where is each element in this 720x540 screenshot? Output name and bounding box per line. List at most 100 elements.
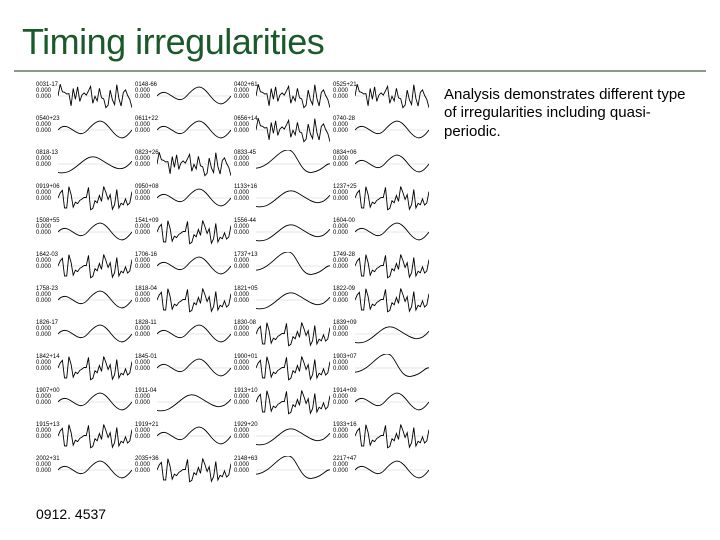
body-paragraph: Analysis demonstrates different type of … [444, 86, 694, 141]
residual-panel: 0834+06 0.000 0.000 [333, 150, 432, 184]
residual-panel: 1826-17 0.000 0.000 [36, 320, 135, 354]
residual-panel: 0402+61 0.000 0.000 [234, 82, 333, 116]
residual-curve [58, 252, 132, 280]
residual-panel: 1911-04 0.000 0.000 [135, 388, 234, 422]
residual-panel: 1541+09 0.000 0.000 [135, 218, 234, 252]
panel-id-label: 0740-28 0.000 0.000 [333, 116, 355, 134]
residual-panel: 1830-08 0.000 0.000 [234, 320, 333, 354]
residual-curve [58, 388, 132, 416]
residual-panel: 1933+16 0.000 0.000 [333, 422, 432, 456]
residual-curve [256, 388, 330, 416]
panel-id-label: 1706-16 0.000 0.000 [135, 252, 157, 270]
residual-curve [355, 184, 429, 212]
title-bar: Timing irregularities [14, 14, 706, 72]
residual-panel: 0525+21 0.000 0.000 [333, 82, 432, 116]
residual-curve [157, 252, 231, 280]
panel-id-label: 1556-44 0.000 0.000 [234, 218, 256, 236]
residual-panel: 1845-01 0.000 0.000 [135, 354, 234, 388]
panel-id-label: 1508+55 0.000 0.000 [36, 218, 60, 236]
residual-curve [355, 116, 429, 144]
residual-panel: 1556-44 0.000 0.000 [234, 218, 333, 252]
residual-curve [355, 150, 429, 178]
residual-panel: 0919+06 0.000 0.000 [36, 184, 135, 218]
panel-id-label: 0823+26 0.000 0.000 [135, 150, 159, 168]
panel-id-label: 1845-01 0.000 0.000 [135, 354, 157, 372]
residual-panel: 2002+31 0.000 0.000 [36, 456, 135, 490]
residual-curve [256, 422, 330, 450]
panel-id-label: 1828-11 0.000 0.000 [135, 320, 157, 338]
panel-id-label: 1821+05 0.000 0.000 [234, 286, 258, 304]
panel-id-label: 1822-09 0.000 0.000 [333, 286, 355, 304]
residual-curve [157, 286, 231, 314]
residual-panel: 1133+16 0.000 0.000 [234, 184, 333, 218]
timing-residuals-figure: 0031-17 0.000 0.000 0148-66 0.000 0.000 04… [36, 82, 434, 500]
residual-curve [355, 456, 429, 484]
panel-id-label: 0834+06 0.000 0.000 [333, 150, 357, 168]
residual-curve [256, 252, 330, 280]
residual-panel: 0740-28 0.000 0.000 [333, 116, 432, 150]
residual-panel: 0823+26 0.000 0.000 [135, 150, 234, 184]
slide-title: Timing irregularities [22, 21, 324, 63]
residual-curve [58, 218, 132, 246]
panel-id-label: 1604-00 0.000 0.000 [333, 218, 355, 236]
panel-id-label: 0402+61 0.000 0.000 [234, 82, 258, 100]
panel-id-label: 1839+09 0.000 0.000 [333, 320, 357, 338]
residual-curve [355, 286, 429, 314]
residual-panel: 0148-66 0.000 0.000 [135, 82, 234, 116]
panel-id-label: 0148-66 0.000 0.000 [135, 82, 157, 100]
arxiv-ref: 0912. 4537 [36, 506, 106, 522]
residual-panel: 1508+55 0.000 0.000 [36, 218, 135, 252]
residual-curve [355, 422, 429, 450]
panel-id-label: 1737+13 0.000 0.000 [234, 252, 258, 270]
residual-curve [58, 184, 132, 212]
residual-panel: 1737+13 0.000 0.000 [234, 252, 333, 286]
residual-curve [157, 184, 231, 212]
panel-id-label: 2002+31 0.000 0.000 [36, 456, 60, 474]
residual-curve [355, 320, 429, 348]
panel-id-label: 1842+14 0.000 0.000 [36, 354, 60, 372]
residual-panel: 1749-28 0.000 0.000 [333, 252, 432, 286]
panel-id-label: 1900+01 0.000 0.000 [234, 354, 258, 372]
residual-panel: 1842+14 0.000 0.000 [36, 354, 135, 388]
residual-curve [355, 82, 429, 110]
residual-curve [58, 286, 132, 314]
residual-panel: 1919+21 0.000 0.000 [135, 422, 234, 456]
residual-panel: 0656+14 0.000 0.000 [234, 116, 333, 150]
panel-id-label: 1914+09 0.000 0.000 [333, 388, 357, 406]
residual-curve [157, 388, 231, 416]
panel-id-label: 1826-17 0.000 0.000 [36, 320, 58, 338]
panel-id-label: 1749-28 0.000 0.000 [333, 252, 355, 270]
residual-panel: 1237+25 0.000 0.000 [333, 184, 432, 218]
residual-curve [256, 286, 330, 314]
residual-curve [256, 184, 330, 212]
residual-panel: 0950+08 0.000 0.000 [135, 184, 234, 218]
residual-panel: 1818-04 0.000 0.000 [135, 286, 234, 320]
panel-id-label: 0919+06 0.000 0.000 [36, 184, 60, 202]
residual-panel: 0540+23 0.000 0.000 [36, 116, 135, 150]
residual-panel: 1821+05 0.000 0.000 [234, 286, 333, 320]
residual-panel: 1822-09 0.000 0.000 [333, 286, 432, 320]
residual-curve [157, 116, 231, 144]
residual-panel: 1903+07 0.000 0.000 [333, 354, 432, 388]
panel-id-label: 0818-13 0.000 0.000 [36, 150, 58, 168]
panel-id-label: 1915+13 0.000 0.000 [36, 422, 60, 440]
residual-curve [256, 354, 330, 382]
residual-panel: 1642-03 0.000 0.000 [36, 252, 135, 286]
residual-panel: 1828-11 0.000 0.000 [135, 320, 234, 354]
residual-curve [355, 252, 429, 280]
panel-id-label: 1929+20 0.000 0.000 [234, 422, 258, 440]
panel-id-label: 0031-17 0.000 0.000 [36, 82, 58, 100]
panel-id-label: 2035+36 0.000 0.000 [135, 456, 159, 474]
residual-curve [58, 456, 132, 484]
panel-id-label: 1919+21 0.000 0.000 [135, 422, 159, 440]
residual-panel: 2035+36 0.000 0.000 [135, 456, 234, 490]
residual-panel: 1839+09 0.000 0.000 [333, 320, 432, 354]
panel-id-label: 2148+63 0.000 0.000 [234, 456, 258, 474]
residual-panel: 0611+22 0.000 0.000 [135, 116, 234, 150]
residual-curve [157, 456, 231, 484]
residual-panel: 0818-13 0.000 0.000 [36, 150, 135, 184]
residual-curve [256, 150, 330, 178]
residual-panel: 1914+09 0.000 0.000 [333, 388, 432, 422]
panel-id-label: 1830-08 0.000 0.000 [234, 320, 256, 338]
panel-id-label: 1818-04 0.000 0.000 [135, 286, 157, 304]
